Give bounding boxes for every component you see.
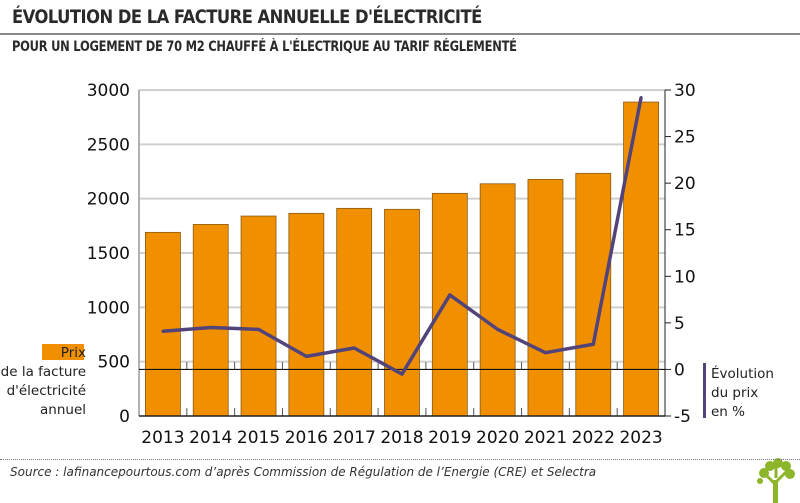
right-axis-tick-label: 0 [674, 360, 685, 380]
title-divider [0, 33, 800, 35]
right-axis-tick-label: 20 [674, 174, 696, 194]
right-axis-tick-label: 10 [674, 267, 696, 287]
tree-logo-icon [757, 458, 795, 503]
footer-divider [0, 459, 800, 460]
line-point-2018 [400, 372, 404, 376]
left-axis-tick-label: 1000 [87, 298, 130, 318]
line-point-2017 [352, 346, 356, 350]
source-note: Source : lafinancepourtous.com d’après C… [10, 465, 597, 479]
x-axis-tick-label: 2014 [189, 428, 232, 448]
line-point-2022 [591, 342, 595, 346]
x-axis-tick-label: 2022 [572, 428, 615, 448]
x-axis-tick-label: 2018 [380, 428, 423, 448]
left-axis-tick-label: 2500 [87, 135, 130, 155]
bar-2022 [575, 172, 612, 417]
legend-bar-swatch [42, 344, 84, 360]
legend-bar-line: annuel [40, 402, 86, 418]
bar-2017 [336, 207, 373, 417]
axes [138, 89, 671, 417]
x-axis-tick-label: 2015 [237, 428, 280, 448]
price-change-line [161, 95, 643, 376]
bar-2013 [145, 231, 181, 417]
legend-line-text: du prix [711, 385, 758, 401]
chart-subtitle: POUR UN LOGEMENT DE 70 M2 CHAUFFÉ À L'ÉL… [12, 39, 517, 55]
left-axis-tick-label: 500 [98, 353, 130, 373]
line-point-2023 [639, 95, 643, 99]
legend-line-text: en % [711, 404, 745, 420]
x-axis-tick-label: 2017 [333, 428, 376, 448]
bar-2016 [288, 212, 325, 417]
line-point-2016 [304, 354, 308, 358]
x-axis-tick-label: 2021 [524, 428, 567, 448]
bar-2021 [527, 179, 564, 417]
legend-line: Évolution du prix en % [703, 363, 774, 420]
left-axis-tick-label: 1500 [87, 244, 130, 264]
legend-bar-line: d'électricité [7, 383, 86, 399]
line-point-2021 [543, 351, 547, 355]
line-point-2013 [161, 329, 165, 333]
right-axis-tick-label: 15 [674, 221, 696, 241]
chart-title: ÉVOLUTION DE LA FACTURE ANNUELLE D'ÉLECT… [12, 6, 482, 28]
legend-bar-line: de la facture [1, 364, 86, 380]
x-axis-tick-label: 2013 [141, 428, 184, 448]
line-point-2019 [448, 293, 452, 297]
line-point-2020 [496, 327, 500, 331]
legend-line-swatch [703, 363, 706, 418]
legend-bar: Prix de la facture d'électricité annuel [1, 344, 86, 418]
bar-2014 [192, 224, 229, 417]
bar-2020 [479, 183, 516, 417]
right-axis-tick-label: 5 [674, 314, 685, 334]
x-axis-tick-label: 2023 [619, 428, 662, 448]
tick-labels: 0 500 1000 1500 2000 2500 3000 -5 0 5 10 15 20 25 30 20… [87, 81, 696, 448]
left-axis-tick-label: 2000 [87, 190, 130, 210]
right-axis-tick-label: -5 [674, 407, 691, 427]
legend-line-text: Évolution [711, 365, 774, 382]
left-axis-tick-label: 3000 [87, 81, 130, 101]
right-axis-tick-label: 25 [674, 128, 696, 148]
bar-2018 [384, 208, 420, 417]
bar-2015 [240, 215, 277, 417]
right-axis-tick-label: 30 [674, 81, 696, 101]
x-axis-tick-label: 2016 [285, 428, 328, 448]
legend-bar-highlight: Prix [61, 345, 86, 361]
left-axis-tick-label: 0 [119, 407, 130, 427]
x-axis-tick-label: 2019 [428, 428, 471, 448]
x-axis-tick-label: 2020 [476, 428, 519, 448]
bars [145, 101, 659, 417]
line-point-2014 [209, 326, 213, 330]
line-point-2015 [257, 327, 261, 331]
